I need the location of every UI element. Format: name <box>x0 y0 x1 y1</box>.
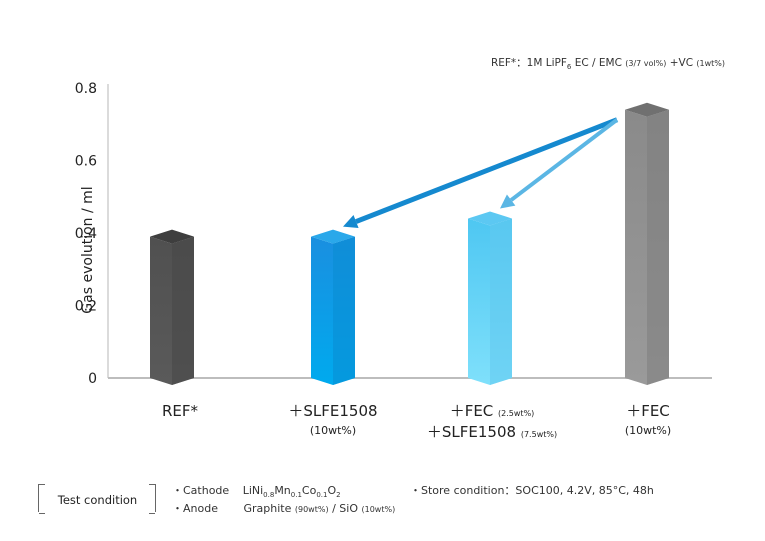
bar-top-3 <box>625 102 669 117</box>
test-condition-bracket <box>38 484 156 514</box>
category-label-slfe1508: ＋SLFE1508 (10wt%) <box>288 402 378 437</box>
bar-top-0 <box>150 229 194 244</box>
cathode-line: ・Cathode LiNi0.8Mn0.1Co0.1O2 <box>172 484 341 500</box>
bar-side-2 <box>490 218 512 385</box>
bar-side-0 <box>172 236 194 385</box>
category-label-fec: ＋FEC (10wt%) <box>624 402 672 437</box>
store-condition: ・Store condition：SOC100, 4.2V, 85°C, 48h <box>410 484 654 497</box>
y-tick-label: 0.4 <box>75 226 97 242</box>
category-label-fec-slfe1508: ＋FEC (2.5wt%) ＋SLFE1508 (7.5wt%) <box>426 402 558 441</box>
y-tick-label: 0.8 <box>75 81 97 97</box>
anode-line: ・Anode Graphite (90wt%) / SiO (10wt%) <box>172 502 396 515</box>
arrow-head-1 <box>500 194 516 209</box>
bar-side-3 <box>647 109 669 385</box>
test-condition-title: Test condition <box>57 493 138 507</box>
arrow-head-0 <box>343 215 359 229</box>
bar-side-1 <box>333 236 355 385</box>
arrow-shaft-1 <box>509 118 619 202</box>
y-tick-label: 0.6 <box>75 154 97 170</box>
arrow-shaft-0 <box>355 117 618 224</box>
category-label-ref: REF* <box>161 402 199 420</box>
electrolyte-note: REF*：1M LiPF6 EC / EMC (3/7 vol%) +VC (1… <box>490 57 725 72</box>
bar-top-1 <box>311 229 355 244</box>
y-tick-label: 0 <box>88 371 97 387</box>
bar-top-2 <box>468 211 512 226</box>
y-tick-label: 0.2 <box>75 299 97 315</box>
